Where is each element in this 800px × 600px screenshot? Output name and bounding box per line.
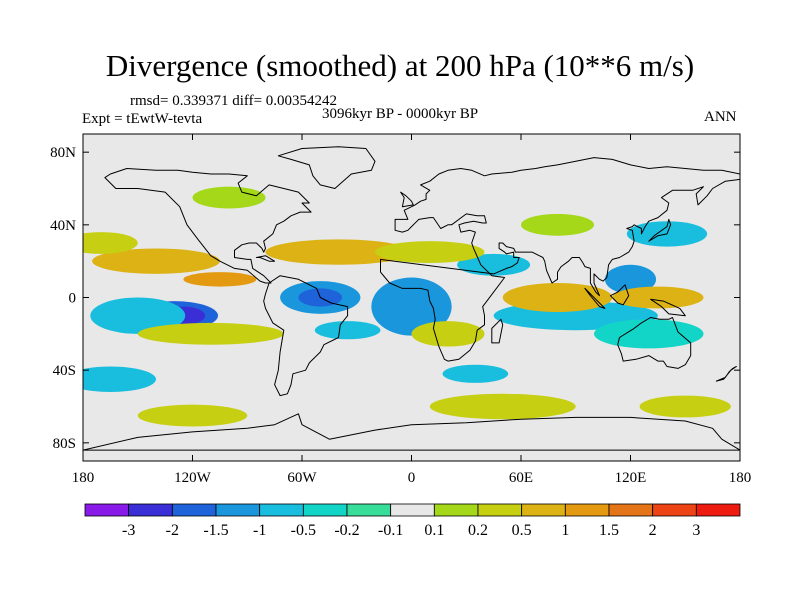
y-tick-label: 80S bbox=[53, 436, 76, 452]
divergence-region bbox=[521, 213, 594, 236]
x-tick-label: 60E bbox=[509, 470, 533, 486]
x-tick-label: 180 bbox=[729, 470, 752, 486]
coastline-sumatra bbox=[584, 287, 606, 309]
coastline-greenland bbox=[277, 146, 376, 189]
x-tick-label: 120W bbox=[174, 470, 212, 486]
colorbar-swatch bbox=[84, 503, 130, 517]
divergence-region bbox=[192, 186, 266, 209]
divergence-region bbox=[90, 297, 186, 334]
colorbar-swatch bbox=[477, 503, 523, 517]
stats-label: rmsd= 0.339371 diff= 0.00354242 bbox=[130, 93, 338, 109]
colorbar-label: -0.1 bbox=[378, 522, 403, 539]
y-tick-label: 40S bbox=[53, 363, 76, 379]
y-axis: 80N 40N 0 40S 80S bbox=[50, 145, 740, 452]
coastline-new-zealand bbox=[715, 366, 737, 382]
colorbar-swatch bbox=[608, 503, 654, 517]
colorbar-swatch bbox=[171, 503, 217, 517]
coastline-borneo bbox=[609, 284, 630, 306]
colorbar-label: -3 bbox=[122, 522, 135, 539]
colorbar-label: -0.5 bbox=[291, 522, 316, 539]
colorbar-label: 1 bbox=[561, 522, 569, 539]
coastline-new-guinea bbox=[650, 298, 686, 317]
divergence-region bbox=[83, 366, 156, 392]
x-tick-label: 0 bbox=[408, 470, 416, 486]
divergence-region bbox=[371, 277, 452, 336]
divergence-region bbox=[429, 393, 576, 420]
colorbar-label: 1.5 bbox=[599, 522, 619, 539]
colorbar-swatch bbox=[346, 503, 392, 517]
x-tick-label: 180 bbox=[72, 470, 95, 486]
divergence-region bbox=[502, 282, 613, 313]
coastline-japan bbox=[648, 218, 672, 242]
colorbar-swatch bbox=[433, 503, 479, 517]
divergence-region bbox=[265, 239, 412, 265]
colorbar-swatch bbox=[652, 503, 697, 517]
colorbar-label: 0.5 bbox=[512, 522, 532, 539]
colorbar-swatch bbox=[302, 503, 348, 517]
coastline-south-america bbox=[263, 275, 349, 397]
coastlines bbox=[83, 146, 740, 451]
divergence-region bbox=[83, 232, 138, 254]
divergence-region bbox=[314, 321, 381, 340]
colorbar-swatch bbox=[695, 503, 741, 517]
divergence-region bbox=[92, 248, 220, 274]
x-tick-label: 60W bbox=[287, 470, 317, 486]
x-axis: 180 120W 60W 0 60E 120E 180 bbox=[72, 134, 752, 486]
divergence-region bbox=[639, 395, 731, 418]
map-plot-area bbox=[82, 133, 741, 462]
season-label: ANN bbox=[704, 109, 737, 125]
colorbar-label: -0.2 bbox=[334, 522, 359, 539]
coastline-afro-eurasia bbox=[380, 157, 740, 362]
experiment-label: Expt = tEwtW-tevta bbox=[82, 111, 203, 127]
colorbar-label: 3 bbox=[692, 522, 700, 539]
colorbar-swatch bbox=[390, 503, 435, 517]
colorbar-label: 0.2 bbox=[468, 522, 488, 539]
coastline-australia bbox=[617, 317, 692, 369]
divergence-region bbox=[137, 322, 284, 345]
y-tick-label: 40N bbox=[50, 218, 76, 234]
chart-title: Divergence (smoothed) at 200 hPa (10**6 … bbox=[105, 48, 695, 83]
divergence-region bbox=[411, 321, 485, 347]
coastline-cuba bbox=[255, 255, 276, 262]
y-tick-label: 80N bbox=[50, 145, 76, 161]
colorbar-swatch bbox=[259, 503, 304, 517]
divergence-region bbox=[604, 264, 657, 294]
divergence-region bbox=[612, 286, 704, 309]
colorbar-swatch bbox=[128, 503, 173, 517]
y-tick-label: 0 bbox=[69, 291, 77, 307]
divergence-region bbox=[137, 404, 248, 427]
coastline-great-britain bbox=[400, 191, 414, 208]
divergence-region bbox=[594, 319, 704, 349]
divergence-region bbox=[457, 253, 531, 276]
coastline-antarctica bbox=[83, 413, 740, 451]
colorbar-label: -1.5 bbox=[203, 522, 228, 539]
coastline-madagascar bbox=[491, 318, 504, 344]
colorbar-label: -1 bbox=[253, 522, 266, 539]
x-tick-label: 120E bbox=[615, 470, 647, 486]
colorbar-label: 2 bbox=[649, 522, 657, 539]
divergence-region bbox=[375, 241, 485, 263]
colorbar: -3 -2 -1.5 -1 -0.5 -0.2 -0.1 0.1 0.2 0.5 1 1.5 2 3 bbox=[84, 503, 741, 539]
colorbar-swatch bbox=[564, 503, 610, 517]
period-label: 3096kyr BP - 0000kyr BP bbox=[322, 106, 479, 122]
colorbar-label: -2 bbox=[166, 522, 179, 539]
divergence-region bbox=[183, 272, 257, 287]
colorbar-swatch bbox=[521, 503, 566, 517]
coastline-north-america bbox=[104, 168, 312, 284]
colorbar-label: 0.1 bbox=[424, 522, 444, 539]
colorbar-swatch bbox=[215, 503, 261, 517]
divergence-region bbox=[442, 364, 509, 383]
